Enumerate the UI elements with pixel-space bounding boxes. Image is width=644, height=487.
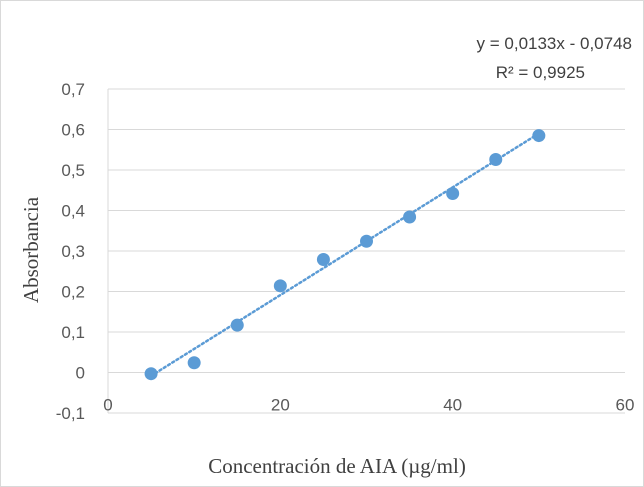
x-tick-label: 20 [271, 396, 290, 415]
trendline [149, 132, 541, 378]
data-point [360, 234, 373, 248]
y-tick-label: 0,7 [61, 80, 85, 99]
x-tick-labels: 0 20 40 60 [103, 396, 634, 415]
y-tick-label: 0,3 [61, 242, 85, 261]
y-tick-labels: -0,1 0 0,1 0,2 0,3 0,4 0,5 0,6 0,7 [56, 80, 85, 423]
data-point [230, 318, 244, 332]
data-point [532, 129, 546, 143]
gridlines [107, 88, 625, 414]
x-tick-label: 40 [443, 396, 462, 415]
data-points [144, 129, 546, 381]
y-tick-label: 0,6 [61, 121, 85, 140]
trendline-group [149, 132, 541, 378]
y-tick-label: 0,1 [61, 323, 85, 342]
y-tick-label: -0,1 [56, 404, 85, 423]
y-tick-label: 0,4 [61, 202, 85, 221]
x-axis-title: Concentración de AIA (µg/ml) [208, 454, 466, 478]
data-point [403, 210, 417, 224]
data-point [187, 356, 201, 370]
data-point [316, 253, 330, 267]
data-point [273, 279, 287, 293]
x-tick-label: 60 [616, 396, 635, 415]
trendline-equation: y = 0,0133x - 0,0748 [477, 34, 632, 53]
data-point [144, 367, 158, 381]
data-point [489, 152, 503, 166]
x-tick-label: 0 [103, 396, 112, 415]
y-tick-label: 0 [76, 364, 85, 383]
data-point [446, 186, 460, 200]
trendline-r-squared: R² = 0,9925 [496, 63, 585, 82]
y-axis-title: Absorbancia [19, 196, 43, 303]
y-tick-label: 0,5 [61, 161, 85, 180]
y-tick-label: 0,2 [61, 283, 85, 302]
